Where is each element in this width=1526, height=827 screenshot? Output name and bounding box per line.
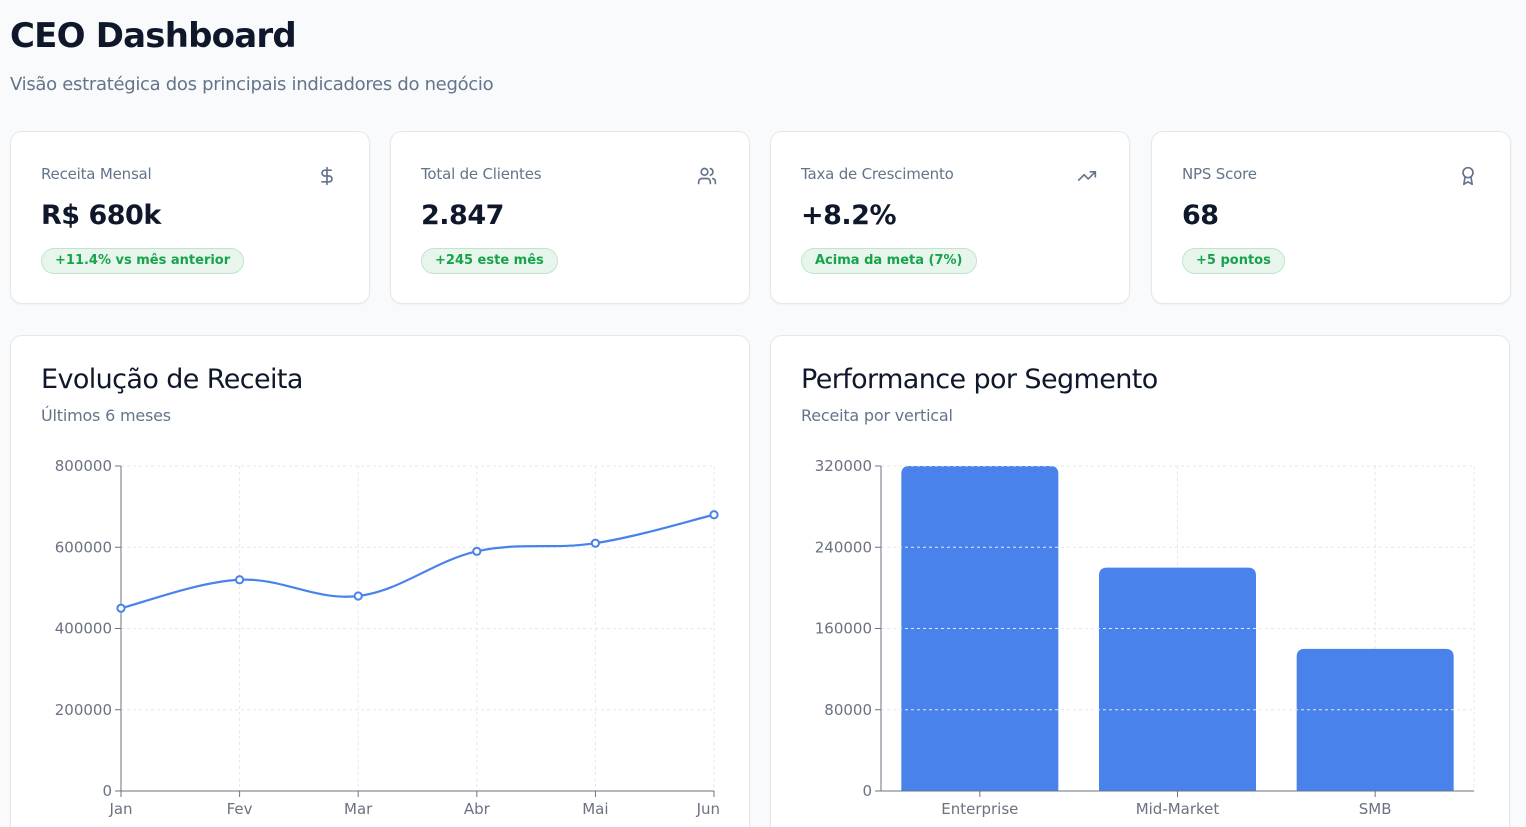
revenue-line-chart[interactable]: 0 200000 400000 600000 800000 Jan Fev Mar Abr Mai… [11,336,750,827]
y-tick-label: 80000 [824,701,872,719]
chart-subtitle: Receita por vertical [801,406,953,425]
bar-smb[interactable] [1296,648,1454,791]
kpi-label: Total de Clientes [421,165,542,183]
x-tick-label: SMB [1359,800,1392,818]
y-tick-label: 800000 [55,457,112,475]
chart-subtitle: Últimos 6 meses [41,406,171,425]
revenue-line [120,513,715,610]
segment-bar-chart[interactable]: 0 80000 160000 240000 320000 Enterprise Mid-Ma… [771,336,1510,827]
kpi-badge: +5 pontos [1182,248,1285,274]
kpi-badge: +245 este mês [421,248,558,274]
kpi-value: 2.847 [421,200,504,231]
data-point[interactable] [353,591,363,601]
kpi-value: 68 [1182,200,1219,231]
segment-chart-card: Performance por Segmento Receita por ver… [770,335,1510,827]
page-subtitle: Visão estratégica dos principais indicad… [10,74,494,95]
x-tick-label: Mai [582,800,608,818]
kpi-card-receita: Receita Mensal R$ 680k +11.4% vs mês ant… [10,131,370,304]
x-tick-label: Fev [227,800,253,818]
dollar-icon [321,166,333,186]
chart-title: Evolução de Receita [41,364,303,395]
data-point[interactable] [472,546,482,556]
data-point[interactable] [235,575,245,585]
y-tick-label: 160000 [815,620,872,638]
y-tick-label: 240000 [815,538,872,556]
data-point[interactable] [116,603,126,613]
chart-title: Performance por Segmento [801,364,1158,395]
kpi-badge: Acima da meta (7%) [801,248,977,274]
bar-mid-market[interactable] [1099,567,1256,791]
y-tick-label: 400000 [55,620,112,638]
data-point[interactable] [590,538,601,548]
kpi-label: Taxa de Crescimento [801,165,954,183]
y-tick-label: 0 [102,782,112,800]
x-tick-label: Enterprise [941,800,1018,818]
kpi-card-crescimento: Taxa de Crescimento +8.2% Acima da meta … [770,131,1130,304]
revenue-chart-card: Evolução de Receita Últimos 6 meses 0 200… [10,335,750,827]
x-tick-label: Mar [344,800,373,818]
page-title: CEO Dashboard [10,16,297,56]
trending-up-icon [1077,171,1097,181]
kpi-badge: +11.4% vs mês anterior [41,248,245,274]
kpi-value: +8.2% [801,200,897,231]
data-point[interactable] [709,510,719,520]
users-icon [697,167,717,185]
x-tick-label: Jun [696,800,720,818]
x-tick-label: Abr [464,800,491,818]
y-tick-label: 200000 [55,701,112,719]
y-tick-label: 0 [862,782,872,800]
kpi-label: Receita Mensal [41,165,152,183]
kpi-card-clientes: Total de Clientes 2.847 +245 este mês [390,131,750,304]
y-tick-label: 600000 [55,538,112,556]
x-tick-label: Jan [108,800,132,818]
kpi-label: NPS Score [1182,165,1257,183]
award-icon [1462,166,1474,186]
x-tick-label: Mid-Market [1136,800,1220,818]
kpi-value: R$ 680k [41,200,161,231]
kpi-card-nps: NPS Score 68 +5 pontos [1151,131,1511,304]
y-tick-label: 320000 [815,457,872,475]
